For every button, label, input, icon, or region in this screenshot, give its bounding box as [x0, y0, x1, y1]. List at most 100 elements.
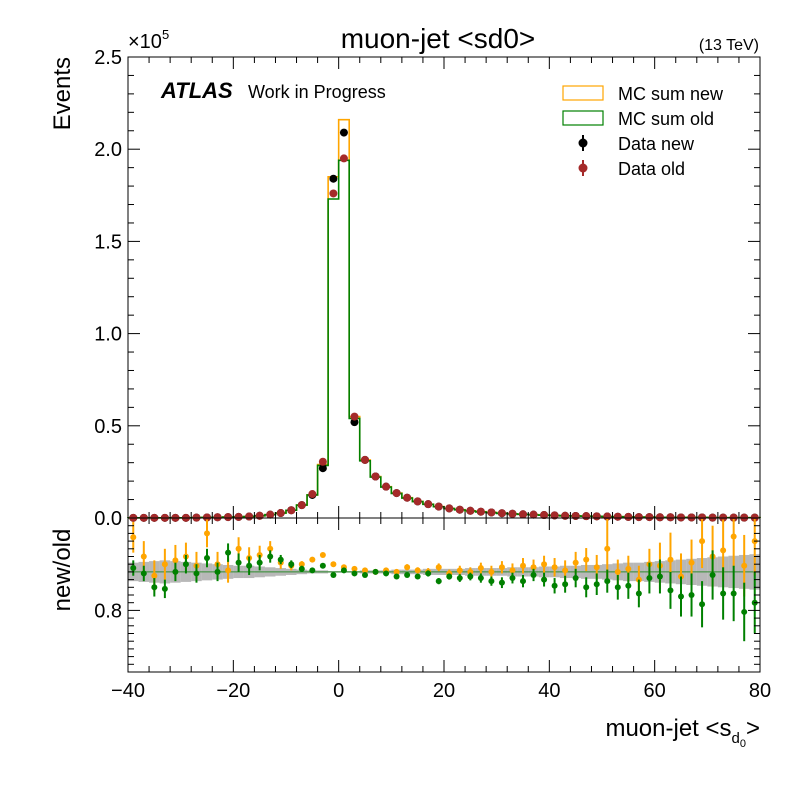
exponent-label: ×105 — [128, 27, 169, 53]
ratio-old-point — [593, 581, 600, 588]
data-old-point — [203, 513, 211, 522]
ratio-new-point — [699, 538, 706, 545]
ratio-old-point — [604, 578, 611, 585]
y-tick-label: 0.0 — [94, 508, 122, 530]
ratio-old-point — [562, 581, 569, 588]
ratio-old-point — [456, 575, 463, 582]
ratio-old-point — [688, 592, 695, 598]
ratio-old-point — [140, 570, 147, 577]
y-tick-label: 1.5 — [94, 231, 122, 253]
data-old-point — [624, 512, 633, 521]
data-old-point — [497, 509, 506, 518]
ratio-data-points — [130, 519, 758, 642]
ratio-new-point — [583, 556, 590, 563]
x-axis-label: muon-jet <sd0> — [605, 715, 760, 750]
ratio-old-point — [225, 549, 232, 556]
ratio-axes: −40 −20 0 20 40 60 80 0.8 — [94, 518, 771, 702]
data-old-point — [540, 511, 549, 520]
ratio-new-point — [667, 556, 674, 563]
ratio-new-point — [688, 559, 695, 566]
data-old-point — [529, 510, 538, 519]
data-old-point — [287, 506, 296, 515]
ratio-y-axis-label: new/old — [49, 529, 76, 612]
ratio-new-point — [225, 567, 232, 574]
ratio-old-point — [414, 573, 421, 580]
ratio-old-point — [204, 555, 210, 562]
data-old-point — [466, 506, 475, 515]
ratio-old-point — [246, 562, 253, 569]
legend-label: MC sum new — [618, 84, 724, 104]
chart-title: muon-jet <sd0> — [341, 23, 536, 54]
ratio-new-point — [541, 561, 548, 568]
atlas-label: ATLAS — [160, 78, 233, 103]
ratio-old-point — [130, 565, 137, 572]
ratio-new-point — [267, 545, 274, 552]
data-old-point — [561, 511, 570, 520]
x-tick-label: 80 — [749, 680, 771, 702]
ratio-old-point — [330, 571, 337, 578]
ratio-old-point — [551, 582, 558, 589]
data-old-point — [403, 493, 412, 502]
main-histograms — [127, 118, 761, 519]
ratio-new-point — [477, 565, 484, 572]
ratio-old-point — [277, 556, 284, 563]
y-tick-label: 0.5 — [94, 416, 122, 438]
ratio-new-point — [140, 553, 147, 560]
ratio-new-point — [298, 561, 305, 568]
data-old-point — [382, 482, 391, 491]
ratio-old-point — [372, 568, 379, 575]
ratio-old-point — [530, 571, 537, 578]
ratio-old-point — [520, 578, 526, 585]
ratio-old-point — [256, 559, 263, 566]
ratio-new-point — [435, 564, 442, 571]
ratio-new-point — [456, 567, 463, 574]
data-old-point — [339, 154, 348, 163]
ratio-old-point — [509, 575, 516, 582]
data-old-point — [634, 513, 643, 522]
ratio-new-point — [319, 551, 326, 558]
histogram-mc-sum-new — [127, 118, 761, 519]
ratio-new-point — [625, 565, 632, 572]
ratio-old-point — [646, 575, 653, 582]
ratio-new-point — [172, 557, 179, 564]
y-tick-label: 1.0 — [94, 324, 122, 346]
data-old-point — [276, 509, 285, 518]
ratio-new-point — [488, 568, 495, 575]
data-old-point — [519, 510, 527, 519]
data-new-point — [318, 464, 327, 473]
ratio-new-point — [593, 564, 600, 571]
ratio-old-point — [656, 573, 663, 580]
ratio-old-point — [498, 579, 505, 586]
ratio-new-point — [572, 559, 579, 566]
data-old-point — [424, 500, 433, 509]
x-tick-label: 40 — [538, 680, 560, 702]
ratio-old-point — [667, 587, 674, 594]
data-old-point — [245, 512, 254, 521]
x-tick-label: 0 — [333, 680, 344, 702]
ratio-old-point — [635, 590, 642, 597]
ratio-old-point — [393, 573, 400, 580]
ratio-new-point — [235, 545, 242, 552]
ratio-old-point — [161, 585, 168, 592]
ratio-old-point — [362, 571, 368, 578]
legend-swatch — [562, 110, 604, 126]
ratio-old-point — [488, 578, 495, 585]
ratio-new-point — [330, 561, 337, 568]
data-old-point — [234, 512, 243, 521]
legend-label: MC sum old — [618, 109, 714, 129]
data-old-point — [213, 513, 222, 522]
ratio-old-point — [614, 584, 621, 591]
data-old-point — [666, 513, 675, 522]
ratio-old-point — [172, 568, 179, 575]
ratio-old-point — [720, 590, 727, 597]
data-old-point — [255, 511, 264, 520]
main-plot-panel: 0.0 0.5 1.0 1.5 2.0 2.5 MC sum new MC sum old D… — [94, 47, 761, 530]
ratio-old-point — [235, 559, 242, 566]
ratio-old-point — [193, 570, 200, 577]
y-tick-label: 2.5 — [94, 47, 122, 69]
data-old-point — [655, 513, 664, 522]
data-old-point — [445, 504, 454, 513]
ratio-new-point — [393, 568, 400, 575]
ratio-new-point — [151, 572, 158, 579]
data-old-point — [266, 510, 275, 519]
